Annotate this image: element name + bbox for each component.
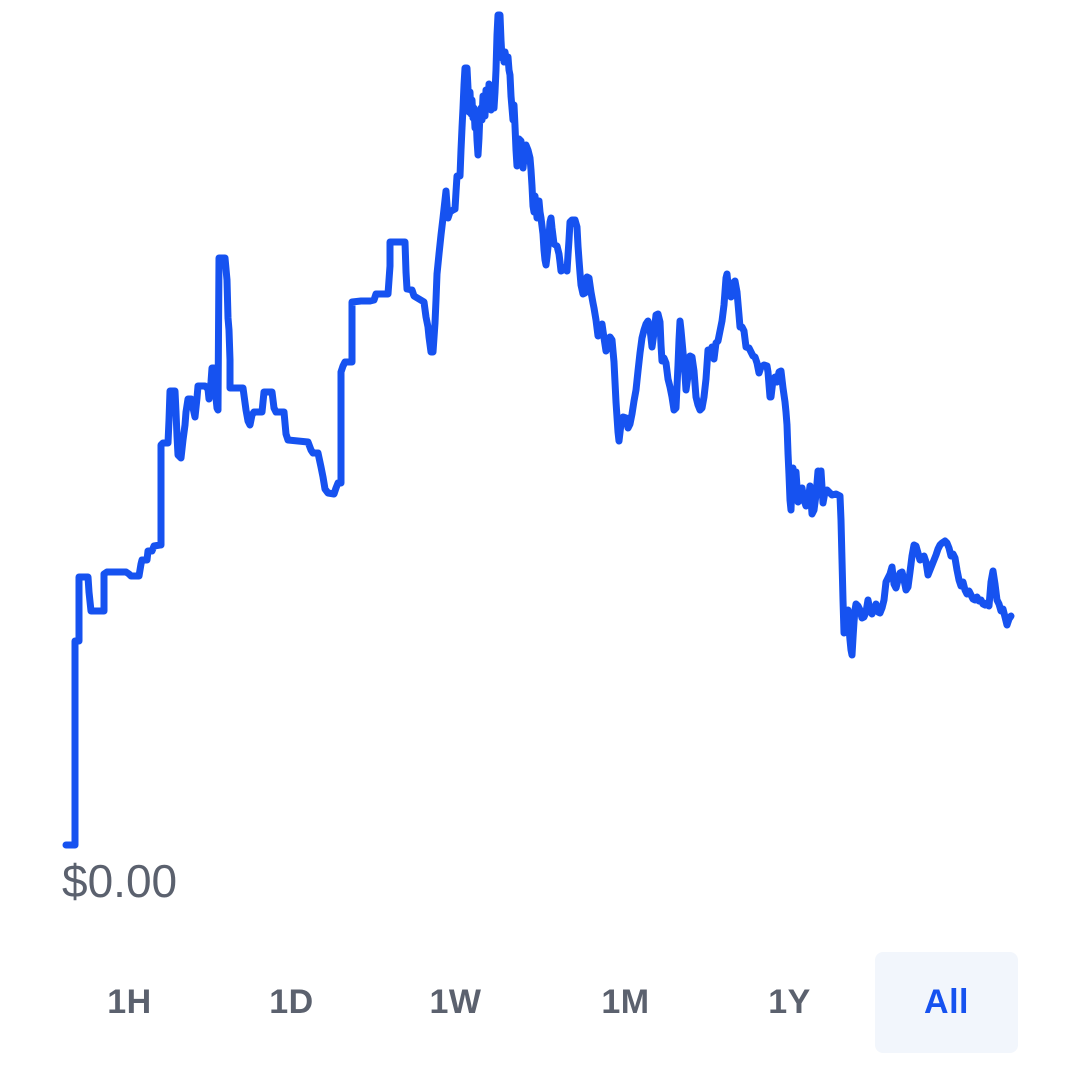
- timeframe-button-1h[interactable]: 1H: [58, 952, 201, 1053]
- timeframe-button-1m[interactable]: 1M: [554, 952, 697, 1053]
- price-line: [62, 11, 1015, 849]
- timeframe-button-1d[interactable]: 1D: [220, 952, 363, 1053]
- timeframe-button-1y[interactable]: 1Y: [718, 952, 861, 1053]
- y-axis-zero-label: $0.00: [62, 855, 178, 907]
- timeframe-button-all[interactable]: All: [875, 952, 1018, 1053]
- timeframe-button-1w[interactable]: 1W: [384, 952, 527, 1053]
- price-line-chart: [62, 11, 1015, 849]
- timeframe-selector: 1H 1D 1W 1M 1Y All: [0, 952, 1078, 1053]
